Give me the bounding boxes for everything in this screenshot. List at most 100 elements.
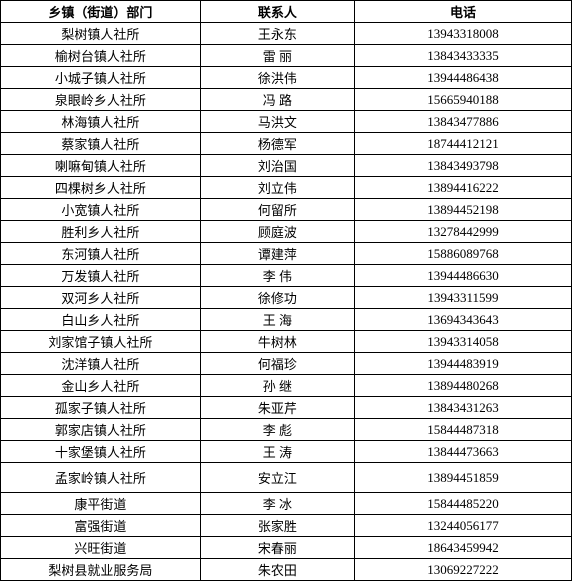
- cell-contact: 宋春丽: [200, 537, 354, 559]
- cell-phone: 13069227222: [355, 559, 572, 581]
- cell-phone: 18744412121: [355, 133, 572, 155]
- table-row: 双河乡人社所徐修功13943311599: [1, 287, 572, 309]
- table-row: 万发镇人社所李 伟13944486630: [1, 265, 572, 287]
- cell-contact: 安立江: [200, 463, 354, 493]
- cell-phone: 13843433335: [355, 45, 572, 67]
- cell-contact: 王永东: [200, 23, 354, 45]
- cell-dept: 林海镇人社所: [1, 111, 201, 133]
- table-row: 胜利乡人社所顾庭波13278442999: [1, 221, 572, 243]
- table-row: 郭家店镇人社所李 彪15844487318: [1, 419, 572, 441]
- cell-dept: 蔡家镇人社所: [1, 133, 201, 155]
- cell-contact: 冯 路: [200, 89, 354, 111]
- cell-dept: 双河乡人社所: [1, 287, 201, 309]
- cell-phone: 13694343643: [355, 309, 572, 331]
- cell-phone: 13894416222: [355, 177, 572, 199]
- cell-dept: 孟家岭镇人社所: [1, 463, 201, 493]
- cell-phone: 13943311599: [355, 287, 572, 309]
- cell-contact: 徐修功: [200, 287, 354, 309]
- table-header-row: 乡镇（街道）部门 联系人 电话: [1, 1, 572, 23]
- table-row: 林海镇人社所马洪文13843477886: [1, 111, 572, 133]
- cell-contact: 徐洪伟: [200, 67, 354, 89]
- cell-contact: 王 涛: [200, 441, 354, 463]
- table-row: 孤家子镇人社所朱亚芹13843431263: [1, 397, 572, 419]
- cell-contact: 杨德军: [200, 133, 354, 155]
- table-row: 泉眼岭乡人社所冯 路15665940188: [1, 89, 572, 111]
- cell-phone: 13943318008: [355, 23, 572, 45]
- table-row: 沈洋镇人社所何福珍13944483919: [1, 353, 572, 375]
- cell-dept: 梨树县就业服务局: [1, 559, 201, 581]
- cell-dept: 小城子镇人社所: [1, 67, 201, 89]
- table-row: 四棵树乡人社所刘立伟13894416222: [1, 177, 572, 199]
- cell-phone: 13278442999: [355, 221, 572, 243]
- table-row: 康平街道李 冰15844485220: [1, 493, 572, 515]
- cell-dept: 四棵树乡人社所: [1, 177, 201, 199]
- table-row: 小宽镇人社所何留所13894452198: [1, 199, 572, 221]
- cell-phone: 13843493798: [355, 155, 572, 177]
- cell-phone: 13843431263: [355, 397, 572, 419]
- cell-dept: 白山乡人社所: [1, 309, 201, 331]
- cell-contact: 雷 丽: [200, 45, 354, 67]
- cell-dept: 喇嘛甸镇人社所: [1, 155, 201, 177]
- table-row: 东河镇人社所谭建萍15886089768: [1, 243, 572, 265]
- table-row: 蔡家镇人社所杨德军18744412121: [1, 133, 572, 155]
- cell-dept: 刘家馆子镇人社所: [1, 331, 201, 353]
- table-row: 榆树台镇人社所雷 丽13843433335: [1, 45, 572, 67]
- table-row: 梨树县就业服务局朱农田13069227222: [1, 559, 572, 581]
- cell-phone: 13894480268: [355, 375, 572, 397]
- cell-contact: 刘立伟: [200, 177, 354, 199]
- cell-contact: 朱亚芹: [200, 397, 354, 419]
- cell-phone: 13944486630: [355, 265, 572, 287]
- cell-dept: 孤家子镇人社所: [1, 397, 201, 419]
- col-header-dept: 乡镇（街道）部门: [1, 1, 201, 23]
- cell-dept: 泉眼岭乡人社所: [1, 89, 201, 111]
- cell-phone: 13944483919: [355, 353, 572, 375]
- cell-phone: 13844473663: [355, 441, 572, 463]
- col-header-contact: 联系人: [200, 1, 354, 23]
- cell-contact: 马洪文: [200, 111, 354, 133]
- table-row: 十家堡镇人社所王 涛13844473663: [1, 441, 572, 463]
- cell-phone: 18643459942: [355, 537, 572, 559]
- cell-dept: 郭家店镇人社所: [1, 419, 201, 441]
- cell-phone: 13944486438: [355, 67, 572, 89]
- cell-phone: 13894451859: [355, 463, 572, 493]
- cell-dept: 康平街道: [1, 493, 201, 515]
- cell-dept: 万发镇人社所: [1, 265, 201, 287]
- cell-dept: 沈洋镇人社所: [1, 353, 201, 375]
- cell-contact: 牛树林: [200, 331, 354, 353]
- table-body: 梨树镇人社所王永东13943318008榆树台镇人社所雷 丽1384343333…: [1, 23, 572, 581]
- cell-phone: 15844485220: [355, 493, 572, 515]
- table-row: 孟家岭镇人社所安立江13894451859: [1, 463, 572, 493]
- table-row: 白山乡人社所王 海13694343643: [1, 309, 572, 331]
- cell-phone: 15844487318: [355, 419, 572, 441]
- cell-contact: 李 伟: [200, 265, 354, 287]
- cell-phone: 13843477886: [355, 111, 572, 133]
- col-header-phone: 电话: [355, 1, 572, 23]
- cell-contact: 孙 继: [200, 375, 354, 397]
- table-row: 富强街道张家胜13244056177: [1, 515, 572, 537]
- cell-contact: 李 彪: [200, 419, 354, 441]
- cell-dept: 金山乡人社所: [1, 375, 201, 397]
- table-row: 小城子镇人社所徐洪伟13944486438: [1, 67, 572, 89]
- table-row: 喇嘛甸镇人社所刘治国13843493798: [1, 155, 572, 177]
- cell-dept: 榆树台镇人社所: [1, 45, 201, 67]
- cell-dept: 胜利乡人社所: [1, 221, 201, 243]
- cell-contact: 朱农田: [200, 559, 354, 581]
- cell-phone: 13894452198: [355, 199, 572, 221]
- cell-contact: 何留所: [200, 199, 354, 221]
- cell-contact: 何福珍: [200, 353, 354, 375]
- cell-dept: 兴旺街道: [1, 537, 201, 559]
- table-row: 刘家馆子镇人社所牛树林13943314058: [1, 331, 572, 353]
- cell-phone: 15886089768: [355, 243, 572, 265]
- cell-contact: 王 海: [200, 309, 354, 331]
- table-row: 金山乡人社所孙 继13894480268: [1, 375, 572, 397]
- cell-phone: 15665940188: [355, 89, 572, 111]
- cell-dept: 十家堡镇人社所: [1, 441, 201, 463]
- cell-contact: 顾庭波: [200, 221, 354, 243]
- cell-dept: 梨树镇人社所: [1, 23, 201, 45]
- cell-contact: 谭建萍: [200, 243, 354, 265]
- cell-dept: 小宽镇人社所: [1, 199, 201, 221]
- cell-phone: 13943314058: [355, 331, 572, 353]
- table-row: 兴旺街道宋春丽18643459942: [1, 537, 572, 559]
- cell-contact: 刘治国: [200, 155, 354, 177]
- cell-contact: 张家胜: [200, 515, 354, 537]
